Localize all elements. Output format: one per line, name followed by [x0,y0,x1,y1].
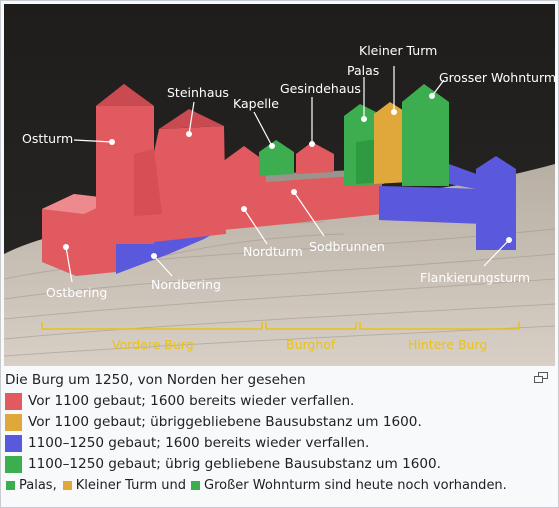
caption-note: Palas, Kleiner Turm und Großer Wohnturm … [5,475,553,496]
label-nordturm: Nordturm [243,244,303,259]
legend-text: Vor 1100 gebaut; übriggebliebene Bausubs… [28,414,422,430]
label-ostturm: Ostturm [22,131,73,146]
green-square-icon [6,481,15,490]
label-flankierungsturm: Flankierungsturm [420,270,530,285]
caption: Die Burg um 1250, von Norden her gesehen… [5,370,553,496]
enlarge-icon[interactable] [534,372,548,383]
label-palas: Palas [347,63,379,78]
legend-text: Vor 1100 gebaut; 1600 bereits wieder ver… [28,393,355,409]
castle-model-image[interactable]: Ostturm Steinhaus Kapelle Gesindehaus Pa… [4,4,555,366]
section-burghof: Burghof [286,337,336,352]
legend-text: 1100–1250 gebaut; 1600 bereits wieder ve… [28,435,370,451]
green-square-icon [191,481,201,490]
note-palas: Palas, [19,478,57,493]
legend-swatch [5,414,22,431]
label-nordbering: Nordbering [151,277,221,292]
legend-swatch [5,393,22,410]
caption-title: Die Burg um 1250, von Norden her gesehen [5,372,306,388]
section-vordere-burg: Vordere Burg [112,337,194,352]
note-kleiner-turm: Kleiner Turm und [75,478,187,493]
legend-swatch [5,456,22,473]
label-ostbering: Ostbering [46,285,107,300]
legend-swatch [5,435,22,452]
label-kleiner-turm: Kleiner Turm [359,43,437,58]
legend-row: Vor 1100 gebaut; 1600 bereits wieder ver… [5,391,553,412]
label-sodbrunnen: Sodbrunnen [309,239,385,254]
legend-row: 1100–1250 gebaut; 1600 bereits wieder ve… [5,433,553,454]
legend-text: 1100–1250 gebaut; übrig gebliebene Bausu… [28,456,442,472]
yellow-square-icon [62,481,72,490]
legend-row: Vor 1100 gebaut; übriggebliebene Bausubs… [5,412,553,433]
label-grosser-wohnturm: Grosser Wohnturm [439,70,555,85]
label-steinhaus: Steinhaus [167,85,229,100]
note-rest: Großer Wohnturm sind heute noch vorhande… [204,478,507,493]
label-kapelle: Kapelle [233,96,279,111]
legend-row: 1100–1250 gebaut; übrig gebliebene Bausu… [5,454,553,475]
label-gesindehaus: Gesindehaus [280,81,361,96]
section-hintere-burg: Hintere Burg [408,337,487,352]
